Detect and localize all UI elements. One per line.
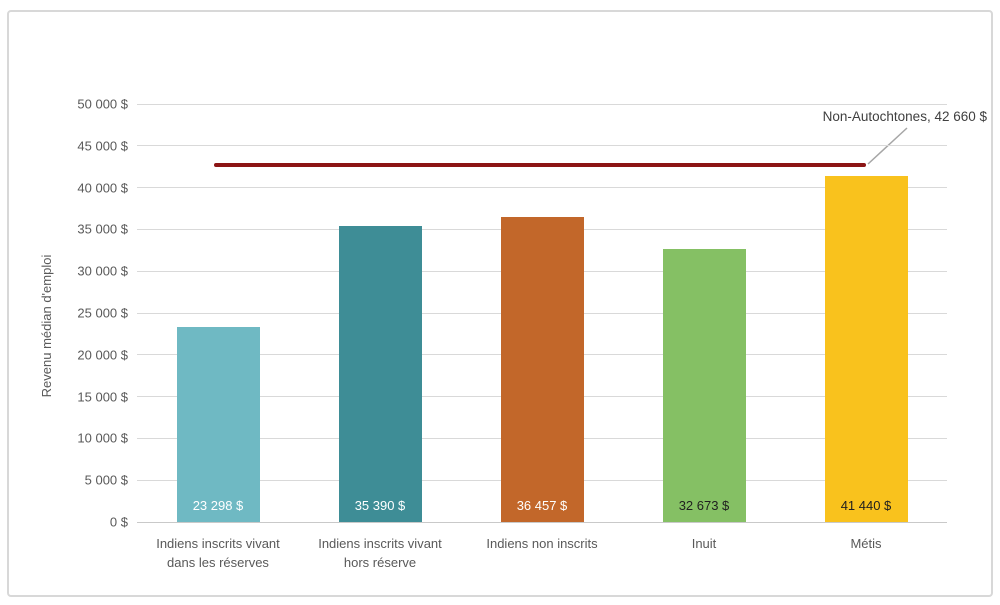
gridline xyxy=(137,103,947,105)
y-axis-tick-label: 15 000 $ xyxy=(77,389,128,405)
bar-5: 41 440 $ xyxy=(824,175,908,522)
y-axis-tick-label: 40 000 $ xyxy=(77,180,128,196)
y-axis-tick-label: 50 000 $ xyxy=(77,96,128,112)
bar-value-label: 41 440 $ xyxy=(840,497,892,513)
bar-value-label: 23 298 $ xyxy=(192,497,244,513)
gridline xyxy=(137,145,947,147)
bar-4: 32 673 $ xyxy=(662,248,746,522)
y-axis-tick-label: 25 000 $ xyxy=(77,305,128,321)
y-axis-tick-label: 20 000 $ xyxy=(77,347,128,363)
x-axis-category-label: Indiens inscrits vivant dans les réserve… xyxy=(156,536,280,570)
bar-1: 23 298 $ xyxy=(176,327,260,522)
reference-line-annotation: Non-Autochtones, 42 660 $ xyxy=(822,109,987,124)
x-axis-category-label: Indiens inscrits vivant hors réserve xyxy=(318,536,442,570)
bar-3: 36 457 $ xyxy=(500,217,584,522)
x-axis-category-label: Indiens non inscrits xyxy=(486,536,598,551)
reference-line xyxy=(214,163,866,168)
y-axis-tick-label: 10 000 $ xyxy=(77,430,128,446)
y-axis-tick-label: 45 000 $ xyxy=(77,138,128,154)
gridline xyxy=(137,187,947,189)
y-axis-tick-label: 0 $ xyxy=(109,514,128,530)
y-axis-tick-label: 5 000 $ xyxy=(84,472,128,488)
y-axis-tick-label: 35 000 $ xyxy=(77,221,128,237)
y-axis-tick-label: 30 000 $ xyxy=(77,263,128,279)
bar-value-label: 32 673 $ xyxy=(678,497,730,513)
bar-value-label: 35 390 $ xyxy=(354,497,406,513)
bar-value-label: 36 457 $ xyxy=(516,497,568,513)
bar-2: 35 390 $ xyxy=(338,226,422,522)
x-axis-line xyxy=(137,521,947,523)
x-axis-category-label: Métis xyxy=(850,536,882,551)
x-axis-category-label: Inuit xyxy=(691,536,717,551)
